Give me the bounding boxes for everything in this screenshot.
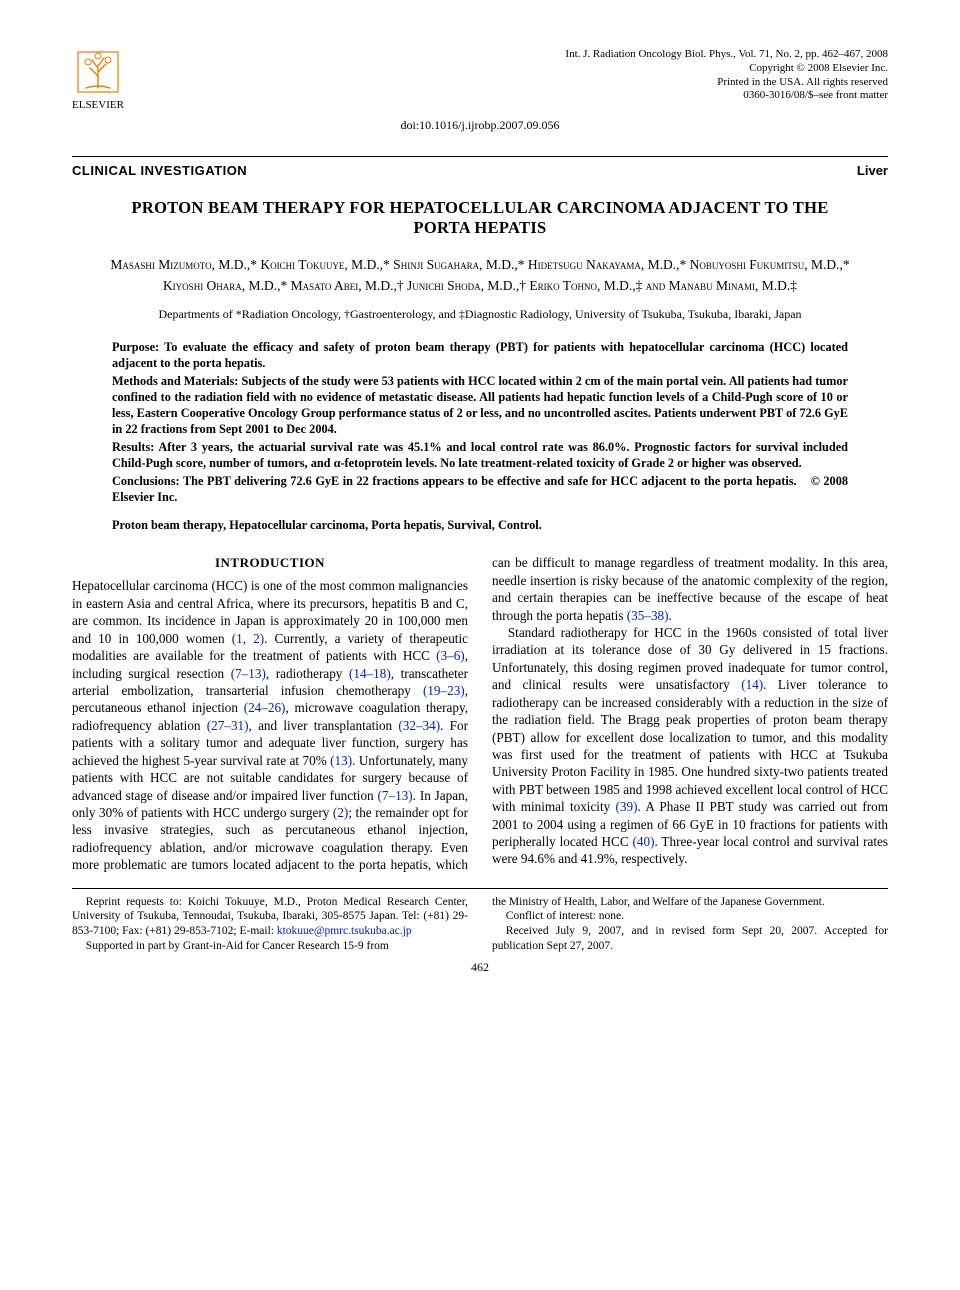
article-dates: Received July 9, 2007, and in revised fo… [492, 924, 888, 953]
ref-link[interactable]: (1, 2) [232, 631, 264, 646]
issn-line: 0360-3016/08/$–see front matter [565, 89, 888, 103]
ref-link[interactable]: (19–23) [423, 683, 465, 698]
article-title: PROTON BEAM THERAPY FOR HEPATOCELLULAR C… [102, 198, 858, 239]
ref-link[interactable]: (27–31) [207, 718, 249, 733]
ref-link[interactable]: (40) [633, 834, 655, 849]
affiliations: Departments of *Radiation Oncology, †Gas… [82, 307, 878, 323]
abstract-purpose: Purpose: To evaluate the efficacy and sa… [112, 340, 848, 372]
keywords: Proton beam therapy, Hepatocellular carc… [112, 518, 848, 534]
ref-link[interactable]: (35–38) [627, 608, 669, 623]
publication-metadata: Int. J. Radiation Oncology Biol. Phys., … [565, 48, 888, 103]
article-category: Liver [857, 163, 888, 180]
ref-link[interactable]: (14) [741, 677, 763, 692]
abstract: Purpose: To evaluate the efficacy and sa… [112, 340, 848, 506]
ref-link[interactable]: (24–26) [244, 700, 286, 715]
doi: doi:10.1016/j.ijrobp.2007.09.056 [72, 118, 888, 134]
elsevier-tree-icon [74, 48, 122, 96]
abstract-conclusions-text: Conclusions: The PBT delivering 72.6 GyE… [112, 474, 797, 488]
footnotes: Reprint requests to: Koichi Tokuuye, M.D… [72, 888, 888, 954]
funding-line-2: the Ministry of Health, Labor, and Welfa… [492, 895, 888, 910]
corresponding-email-link[interactable]: ktokuue@pmrc.tsukuba.ac.jp [277, 925, 412, 937]
author-list: Masashi Mizumoto, M.D.,* Koichi Tokuuye,… [92, 255, 868, 297]
intro-paragraph-2: Standard radiotherapy for HCC in the 196… [492, 624, 888, 868]
ref-link[interactable]: (39) [616, 799, 638, 814]
copyright-line: Copyright © 2008 Elsevier Inc. [565, 62, 888, 76]
conflict-of-interest: Conflict of interest: none. [492, 909, 888, 924]
page-header: ELSEVIER Int. J. Radiation Oncology Biol… [72, 48, 888, 112]
funding-line-1: Supported in part by Grant-in-Aid for Ca… [72, 939, 468, 954]
section-header-bar: CLINICAL INVESTIGATION Liver [72, 156, 888, 180]
ref-link[interactable]: (14–18) [349, 666, 391, 681]
printed-line: Printed in the USA. All rights reserved [565, 76, 888, 90]
introduction-heading: INTRODUCTION [72, 554, 468, 571]
ref-link[interactable]: (7–13) [378, 788, 413, 803]
ref-link[interactable]: (32–34) [398, 718, 440, 733]
reprint-request: Reprint requests to: Koichi Tokuuye, M.D… [72, 895, 468, 939]
article-type: CLINICAL INVESTIGATION [72, 163, 247, 180]
ref-link[interactable]: (3–6) [436, 648, 465, 663]
journal-citation: Int. J. Radiation Oncology Biol. Phys., … [565, 48, 888, 62]
page-number: 462 [72, 960, 888, 976]
publisher-name: ELSEVIER [72, 98, 124, 112]
body-columns: INTRODUCTION Hepatocellular carcinoma (H… [72, 554, 888, 873]
publisher-logo: ELSEVIER [72, 48, 124, 112]
ref-link[interactable]: (13) [330, 753, 352, 768]
ref-link[interactable]: (2) [333, 805, 348, 820]
abstract-conclusions: Conclusions: The PBT delivering 72.6 GyE… [112, 474, 848, 506]
ref-link[interactable]: (7–13) [231, 666, 266, 681]
abstract-results: Results: After 3 years, the actuarial su… [112, 440, 848, 472]
abstract-methods: Methods and Materials: Subjects of the s… [112, 374, 848, 438]
